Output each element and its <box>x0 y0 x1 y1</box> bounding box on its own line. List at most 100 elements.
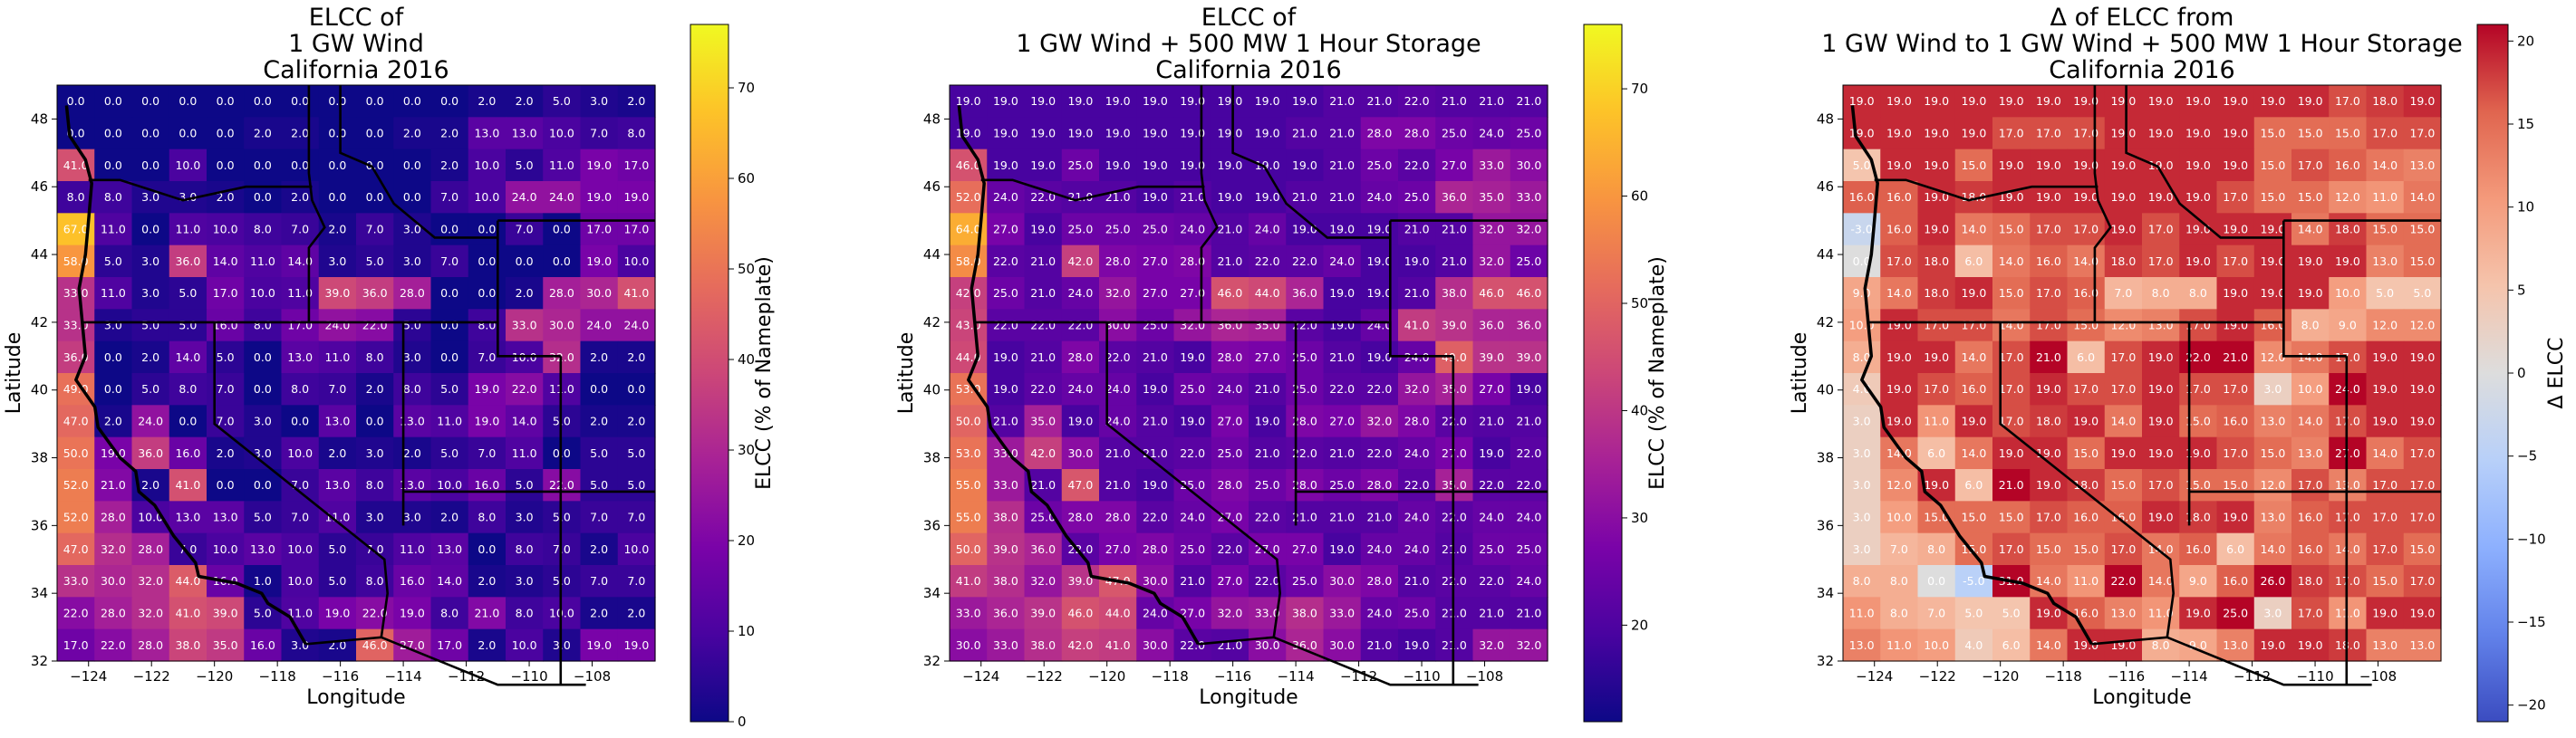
colorbar-label: ELCC (% of Nameplate) <box>1646 256 1669 490</box>
cell-value-label: 9.0 <box>1853 286 1871 300</box>
heatmap-cell <box>2179 532 2218 566</box>
heatmap-cell <box>1917 405 1956 438</box>
cell-value-label: 28.0 <box>1404 415 1430 428</box>
cell-value-label: 17.0 <box>2409 478 2435 492</box>
cell-value-label: 3.0 <box>141 190 159 204</box>
cell-value-label: 10.0 <box>1924 638 1949 652</box>
cell-value-label: 24.0 <box>1516 574 1541 588</box>
heatmap-cell <box>2067 213 2106 246</box>
heatmap-cell <box>281 405 320 438</box>
cell-value-label: 19.0 <box>2409 607 2435 620</box>
heatmap-cell <box>1472 436 1511 470</box>
state-border <box>1874 178 2098 202</box>
heatmap-cell <box>2104 277 2143 310</box>
coastline <box>957 105 1200 646</box>
heatmap-cell <box>2030 340 2069 374</box>
title-line-1: ELCC of <box>1201 4 1298 32</box>
heatmap-cell <box>2216 628 2255 662</box>
cell-value-label: 24.0 <box>586 319 612 332</box>
heatmap-cell <box>1435 436 1474 470</box>
heatmap-cell <box>2253 117 2292 150</box>
colorbar-tick-label: 40 <box>1631 402 1648 418</box>
heatmap-cell <box>580 405 619 438</box>
heatmap-cell <box>1954 149 1993 182</box>
heatmap-cell <box>57 501 95 534</box>
heatmap-cell <box>2216 340 2255 374</box>
heatmap-cell <box>580 181 619 214</box>
heatmap-cell <box>2067 469 2106 502</box>
heatmap-cell <box>1472 213 1511 246</box>
title-line-1: ELCC of <box>309 4 405 32</box>
cell-value-label: 19.0 <box>2260 638 2285 652</box>
heatmap-cell <box>1510 405 1548 438</box>
y-tick-label: 48 <box>31 110 48 127</box>
cell-value-label: 19.0 <box>2073 190 2098 204</box>
cell-value-label: 19.0 <box>1067 127 1093 140</box>
heatmap-cell <box>1843 469 1881 502</box>
cell-value-label: 7.0 <box>1890 542 1908 556</box>
cell-value-label: 8.0 <box>1890 607 1908 620</box>
cell-value-label: 0.0 <box>104 94 122 108</box>
heatmap-cell <box>1323 340 1362 374</box>
heatmap-cell <box>580 213 619 246</box>
cell-value-label: 19.0 <box>2185 158 2211 172</box>
cell-value-label: 36.0 <box>1030 542 1056 556</box>
heatmap-cell <box>57 532 95 566</box>
heatmap-cells <box>1843 85 2442 662</box>
cell-value-label: 7.0 <box>1927 607 1945 620</box>
heatmap-cell <box>1843 340 1881 374</box>
heatmap-cell <box>1173 309 1212 342</box>
cell-value-label: 21.0 <box>1329 350 1355 364</box>
cell-value-label: 24.0 <box>1180 511 1205 524</box>
heatmap-cell <box>1099 117 1137 150</box>
heatmap-cell <box>2403 405 2442 438</box>
heatmap-cell <box>1323 85 1362 118</box>
cell-value-label: 18.0 <box>2372 94 2398 108</box>
cell-value-label: 19.0 <box>1143 382 1168 396</box>
cell-value-label: 15.0 <box>2185 478 2211 492</box>
heatmap-cell <box>1249 181 1287 214</box>
heatmap-cell <box>543 532 582 566</box>
cell-value-label: 19.0 <box>2036 190 2061 204</box>
heatmap-cell <box>1211 436 1249 470</box>
heatmap-cell <box>506 373 544 406</box>
cell-value-label: 28.0 <box>138 638 163 652</box>
heatmap-cell <box>1286 597 1325 630</box>
heatmap-cell <box>2366 628 2405 662</box>
cell-value-label: 22.0 <box>1030 190 1056 204</box>
cell-value-label: 24.0 <box>623 319 649 332</box>
heatmap-cell <box>1136 597 1175 630</box>
heatmap-cell <box>1211 277 1249 310</box>
cell-value-label: 21.0 <box>1516 415 1541 428</box>
heatmap-cell <box>1323 373 1362 406</box>
heatmap-cell <box>2067 405 2106 438</box>
heatmap-cell <box>543 309 582 342</box>
colorbar-tick-label: 30 <box>1631 510 1648 526</box>
colorbar-tick-label: 0 <box>738 714 747 730</box>
cell-value-label: 21.0 <box>1329 511 1355 524</box>
cell-value-label: 32.0 <box>1479 223 1504 236</box>
heatmap-cell <box>2329 340 2368 374</box>
heatmap-cell <box>2142 213 2180 246</box>
heatmap-cell <box>2142 117 2180 150</box>
cell-value-label: 33.0 <box>1255 607 1280 620</box>
cell-value-label: 32.0 <box>1479 638 1504 652</box>
cell-value-label: 24.0 <box>1479 511 1504 524</box>
cell-value-label: 19.0 <box>474 415 499 428</box>
x-tick-label: −120 <box>1982 668 2019 685</box>
cell-value-label: 28.0 <box>1366 127 1392 140</box>
cell-value-label: 30.0 <box>1255 638 1280 652</box>
heatmap-cell <box>281 309 320 342</box>
cell-value-label: 19.0 <box>2298 638 2323 652</box>
heatmap-cell <box>1249 469 1287 502</box>
cell-value-label: 0.0 <box>178 415 197 428</box>
cell-value-label: 15.0 <box>2409 254 2435 268</box>
cell-value-label: 19.0 <box>623 190 649 204</box>
heatmap-cell <box>318 405 357 438</box>
cell-value-label: 11.0 <box>1886 638 1912 652</box>
heatmap-cell <box>1024 628 1063 662</box>
heatmap-cell <box>2291 309 2330 342</box>
heatmap-cell <box>987 340 1026 374</box>
heatmap-cell <box>393 85 432 118</box>
heatmap-cell <box>430 277 469 310</box>
